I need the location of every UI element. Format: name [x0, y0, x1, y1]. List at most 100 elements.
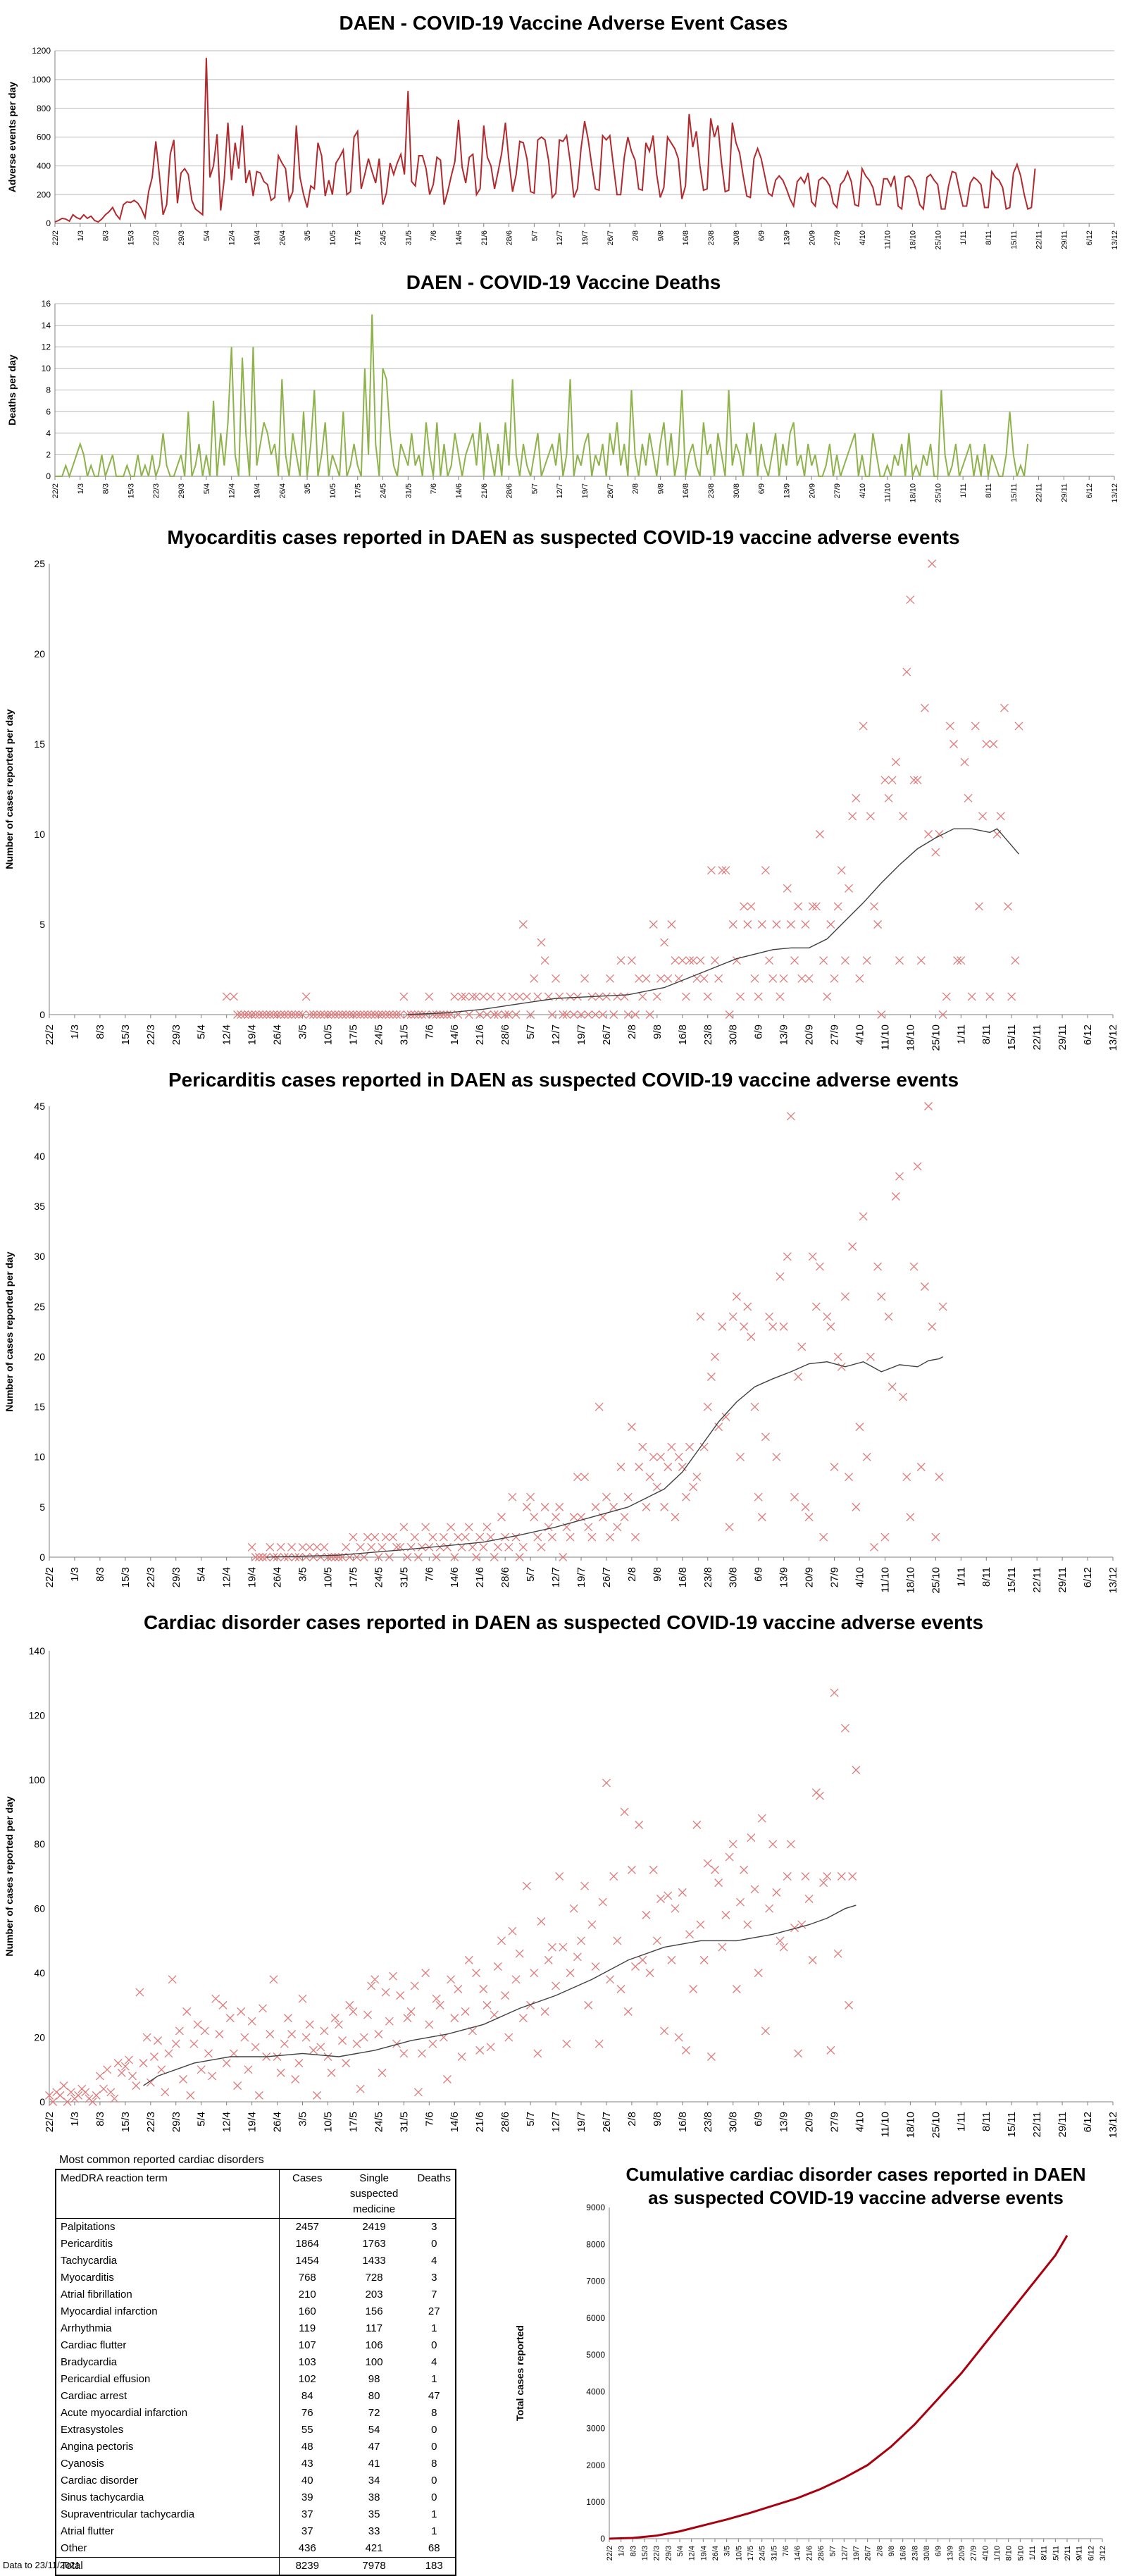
data-point [266, 1542, 275, 1552]
data-point [671, 1513, 680, 1522]
data-point [786, 1112, 795, 1121]
x-tick-label: 1/11 [959, 230, 968, 245]
cell-term: Supraventricular tachycardia [56, 2506, 280, 2523]
cell-term: Cardiac disorder [56, 2472, 280, 2489]
cell-single: 7978 [335, 2557, 413, 2575]
data-point [706, 866, 716, 875]
x-tick-label: 20/9 [958, 2546, 966, 2560]
data-point [493, 1962, 502, 1971]
data-point [284, 2014, 292, 2023]
data-point [435, 2000, 444, 2010]
chart-title: Pericarditis cases reported in DAEN as s… [168, 1069, 959, 1091]
data-point [106, 2088, 116, 2097]
data-point [309, 2045, 318, 2055]
data-point [747, 902, 756, 911]
x-tick-label: 27/9 [829, 1567, 841, 1587]
x-tick-label: 18/10 [909, 230, 918, 250]
data-point [916, 956, 926, 965]
data-point [378, 2068, 387, 2077]
x-tick-label: 16/8 [677, 2112, 689, 2132]
data-point [530, 974, 539, 983]
data-point [189, 2039, 199, 2048]
x-tick-label: 25/10 [934, 230, 942, 250]
data-point [450, 992, 459, 1001]
data-point [428, 1532, 437, 1542]
data-point [671, 1904, 680, 1913]
cell-single: 72 [368, 2407, 380, 2419]
data-point [638, 992, 647, 1001]
data-point [736, 1452, 745, 1461]
data-point [352, 2039, 361, 2048]
x-tick-label: 23/8 [707, 230, 716, 245]
y-tick-label: 2000 [586, 2460, 605, 2470]
cell-deaths: 0 [431, 2424, 437, 2436]
data-point [320, 1010, 329, 1019]
data-point [537, 1917, 546, 1926]
x-tick-label: 8/11 [980, 2112, 992, 2131]
data-point [547, 1532, 556, 1542]
x-tick-label: 12/7 [550, 1024, 562, 1045]
data-point [577, 1936, 585, 1945]
data-point [547, 1943, 556, 1952]
x-tick-label: 13/12 [1111, 483, 1119, 503]
data-point [699, 1442, 709, 1451]
data-point [533, 992, 542, 1001]
x-tick-label: 6/9 [935, 2546, 943, 2556]
data-point [472, 992, 481, 1001]
data-point [208, 2072, 217, 2081]
data-point [580, 1473, 590, 1482]
table-row: Myocarditis 768 728 3 [56, 2270, 456, 2286]
data-point [877, 1010, 886, 1019]
x-tick-label: 10/5 [329, 483, 337, 498]
data-point [193, 2020, 202, 2029]
cell-term: Cardiac flutter [56, 2337, 280, 2354]
data-point [750, 1402, 759, 1411]
data-point [772, 920, 781, 929]
data-point [403, 2014, 412, 2023]
cell-term: Myocardial infarction [56, 2303, 280, 2320]
cell-term: Atrial flutter [56, 2523, 280, 2540]
disorders-grid: MedDRA reaction term Cases Single suspec… [55, 2169, 456, 2576]
y-tick-label: 35 [34, 1201, 45, 1212]
x-tick-label: 25/10 [930, 1024, 942, 1051]
x-tick-label: 29/3 [178, 483, 186, 498]
data-point [635, 1463, 644, 1471]
x-tick-label: 29/3 [170, 2112, 182, 2132]
data-point [259, 2004, 267, 2013]
x-tick-label: 7/6 [782, 2546, 790, 2556]
data-point [464, 1010, 473, 1019]
x-tick-label: 30/8 [728, 1024, 740, 1045]
data-point [552, 1513, 561, 1522]
cell-cases: 37 [301, 2508, 313, 2520]
data-point [171, 2039, 180, 2048]
x-tick-label: 18/10 [904, 1024, 916, 1051]
x-tick-label: 11/10 [884, 230, 892, 249]
data-point [765, 1312, 774, 1321]
x-tick-label: 15/11 [1006, 2112, 1018, 2137]
data-point [378, 1010, 387, 1019]
data-point [352, 1553, 361, 1561]
data-point [725, 1523, 734, 1532]
data-point [906, 1513, 915, 1522]
data-point [598, 1897, 607, 1907]
data-point [356, 1010, 365, 1019]
data-point [692, 1473, 702, 1482]
data-point [804, 1513, 814, 1522]
data-point [493, 1010, 502, 1019]
data-point [783, 884, 792, 893]
data-point [931, 848, 940, 857]
data-point [931, 1532, 940, 1542]
data-point [334, 1010, 343, 1019]
cell-deaths: 8 [431, 2458, 437, 2470]
cell-deaths: 27 [428, 2305, 440, 2317]
x-tick-label: 15/3 [127, 230, 135, 245]
data-point [338, 2036, 347, 2045]
x-tick-label: 5/4 [196, 1567, 208, 1582]
x-tick-label: 2/8 [626, 1024, 638, 1039]
data-point [794, 1373, 803, 1381]
x-tick-label: 19/4 [253, 230, 261, 245]
table-row: Tachycardia 1454 1433 4 [56, 2253, 456, 2270]
data-point [652, 1482, 661, 1492]
x-tick-label: 26/7 [606, 230, 615, 245]
data-point [374, 1553, 383, 1561]
